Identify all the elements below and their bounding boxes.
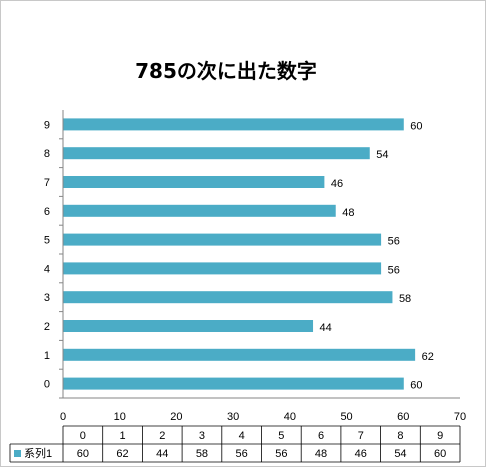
x-tick-label-70: 70 xyxy=(454,411,466,423)
table-value-2: 44 xyxy=(156,448,168,460)
y-tick-label-5: 5 xyxy=(44,235,50,247)
x-tick-label-10: 10 xyxy=(114,411,126,423)
data-label-6: 48 xyxy=(342,207,354,219)
table-header-0: 0 xyxy=(80,430,86,442)
table-value-1: 62 xyxy=(116,448,128,460)
x-tick-label-60: 60 xyxy=(397,411,409,423)
data-label-4: 56 xyxy=(388,264,400,276)
x-tick-label-30: 30 xyxy=(227,411,239,423)
x-tick-label-50: 50 xyxy=(340,411,352,423)
table-header-5: 5 xyxy=(278,430,284,442)
table-header-7: 7 xyxy=(358,430,364,442)
data-label-8: 54 xyxy=(376,149,388,161)
table-value-8: 54 xyxy=(394,448,406,460)
table-header-9: 9 xyxy=(437,430,443,442)
bar-6 xyxy=(63,204,336,217)
plot-area: 0 60 1 62 2 44 3 58 4 56 5 56 6 48 7 46 8 54 9 60 0 10 20 30 40 5… xyxy=(44,110,466,423)
x-tick-label-40: 40 xyxy=(284,411,296,423)
y-tick-label-1: 1 xyxy=(44,350,50,362)
series-name: 系列1 xyxy=(24,446,52,460)
table-header-1: 1 xyxy=(119,430,125,442)
x-tick-label-20: 20 xyxy=(170,411,182,423)
bar-2 xyxy=(63,320,314,332)
y-tick-label-8: 8 xyxy=(44,148,50,160)
table-value-4: 56 xyxy=(236,448,248,460)
table-header-3: 3 xyxy=(199,430,205,442)
y-tick-label-4: 4 xyxy=(44,263,50,275)
table-value-0: 60 xyxy=(77,448,89,460)
bar-0 xyxy=(63,377,404,390)
y-tick-label-6: 6 xyxy=(44,206,50,218)
data-table: 0 60 1 62 2 44 3 58 4 56 5 56 6 48 7 46 8 54 9 60 系列1 xyxy=(9,425,461,463)
bar-9 xyxy=(63,118,404,131)
table-value-3: 58 xyxy=(196,448,208,460)
table-value-6: 48 xyxy=(315,448,327,460)
y-tick-label-9: 9 xyxy=(44,119,50,131)
y-tick-label-2: 2 xyxy=(44,321,50,333)
table-header-2: 2 xyxy=(159,430,165,442)
data-label-5: 56 xyxy=(388,236,400,248)
table-header-8: 8 xyxy=(397,430,403,442)
table-value-9: 60 xyxy=(434,448,446,460)
data-label-2: 44 xyxy=(320,322,332,334)
table-value-5: 56 xyxy=(275,448,287,460)
y-tick-label-3: 3 xyxy=(44,292,50,304)
bar-7 xyxy=(63,176,325,188)
data-label-9: 60 xyxy=(410,120,422,132)
table-header-4: 4 xyxy=(239,430,245,442)
bar-1 xyxy=(63,348,416,361)
data-label-0: 60 xyxy=(410,380,422,392)
y-tick-label-7: 7 xyxy=(44,177,50,189)
x-tick-label-0: 0 xyxy=(60,411,66,423)
bar-5 xyxy=(63,233,382,246)
data-label-1: 62 xyxy=(422,351,434,363)
chart-title: 785の次に出た数字 xyxy=(135,59,317,83)
table-value-7: 46 xyxy=(355,448,367,460)
bar-8 xyxy=(63,147,370,160)
data-label-3: 58 xyxy=(399,293,411,305)
table-header-6: 6 xyxy=(318,430,324,442)
bar-3 xyxy=(63,291,393,304)
data-label-7: 46 xyxy=(331,178,343,190)
legend-key xyxy=(14,450,21,457)
bar-4 xyxy=(63,262,382,275)
y-tick-label-0: 0 xyxy=(44,379,50,391)
